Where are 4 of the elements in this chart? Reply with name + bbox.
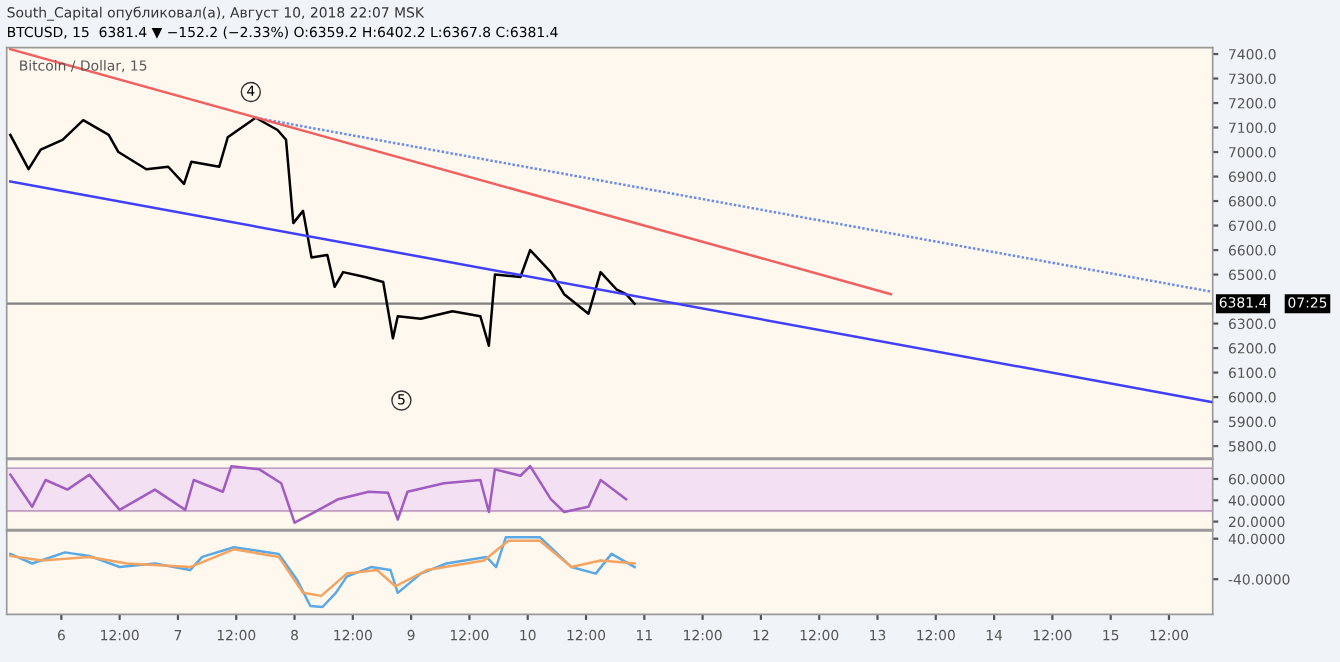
line-series [9, 539, 636, 598]
line-series [9, 116, 636, 347]
line-series [9, 464, 628, 524]
line-series [9, 535, 636, 609]
